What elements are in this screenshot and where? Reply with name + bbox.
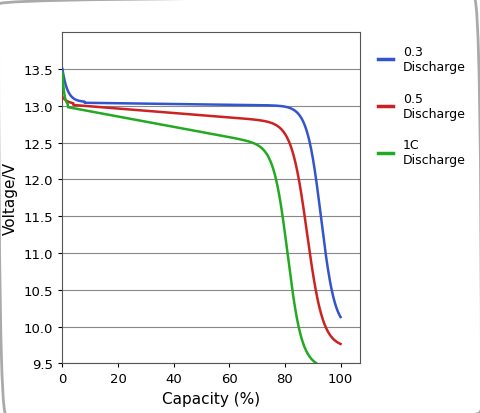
Legend: 0.3
Discharge, 0.5
Discharge, 1C
Discharge: 0.3 Discharge, 0.5 Discharge, 1C Dischar… (378, 46, 466, 167)
X-axis label: Capacity (%): Capacity (%) (162, 391, 260, 406)
Y-axis label: Voltage/V: Voltage/V (3, 162, 18, 235)
